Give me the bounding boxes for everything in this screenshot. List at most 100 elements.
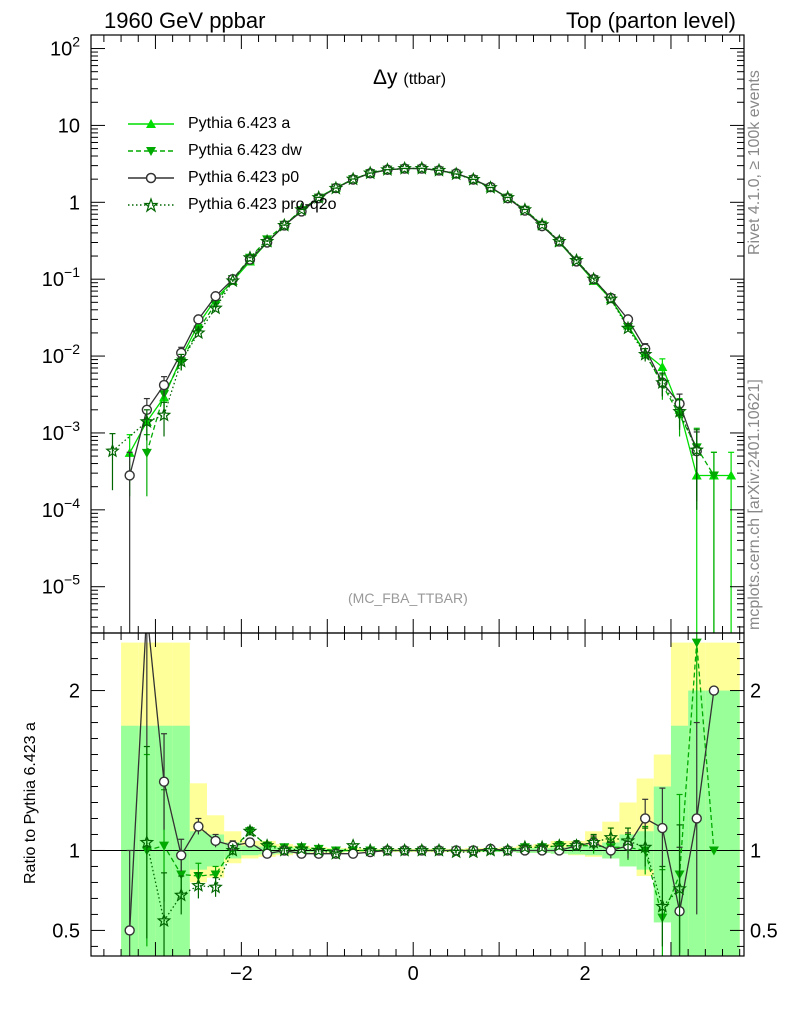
ratio-data-point — [242, 823, 258, 838]
header-right: Top (parton level) — [566, 8, 736, 33]
main-data-point — [173, 353, 189, 368]
ratio-data-point — [708, 685, 720, 696]
legend-line-pythia-proq2o — [128, 197, 174, 213]
legend-item-pythia-p0: Pythia 6.423 p0 — [126, 167, 426, 194]
ratio-data-point — [483, 842, 498, 857]
main-data-point — [141, 448, 152, 458]
ratio-data-point — [637, 839, 653, 854]
ratio-data-point — [534, 839, 550, 854]
main-series-group — [141, 164, 719, 633]
ratio-data-point — [655, 898, 670, 913]
ratio-data-point — [552, 838, 567, 852]
ratio-data-point — [605, 845, 617, 856]
ratio-data-point — [586, 834, 601, 849]
main-data-point — [210, 299, 221, 309]
ratio-frame — [90, 632, 745, 957]
ratio-data-point — [225, 842, 241, 857]
ratio-data-point — [639, 813, 651, 824]
analysis-watermark: (MC_FBA_TTBAR) — [348, 590, 468, 606]
ratio-data-point — [176, 870, 187, 880]
main-data-point — [345, 171, 361, 186]
ratio-data-point — [244, 837, 256, 848]
main-y-tick-label: 10−3 — [42, 418, 80, 445]
main-data-point — [158, 379, 170, 391]
ratio-data-point — [431, 842, 447, 857]
ratio-data-point — [603, 830, 619, 844]
observable-main: Δy — [373, 66, 398, 89]
main-data-point — [225, 273, 241, 288]
ratio-data-point — [311, 842, 326, 857]
ratio-data-point — [173, 887, 189, 902]
legend-line-pythia-p0 — [128, 172, 174, 184]
main-data-point — [466, 171, 481, 186]
ratio-data-point — [124, 925, 135, 936]
main-y-tick-label: 10−4 — [42, 495, 80, 522]
ratio-y-tick-label: 2 — [69, 681, 80, 703]
main-data-point — [517, 202, 533, 216]
legend-item-pythia-a: Pythia 6.423 a — [126, 113, 426, 140]
main-y-tick-label: 10−1 — [42, 264, 80, 291]
ratio-data-point — [397, 842, 412, 857]
main-data-point — [637, 346, 653, 361]
ratio-data-point — [691, 638, 702, 648]
main-data-point — [242, 250, 258, 264]
main-data-point — [210, 291, 221, 302]
ratio-data-point — [708, 846, 719, 856]
main-y-tick-label: 10−5 — [42, 572, 80, 599]
ratio-series-group — [141, 633, 719, 956]
x-tick-label: −2 — [230, 963, 253, 985]
ratio-data-point — [139, 834, 155, 849]
ratio-y-tick-label: 1 — [69, 840, 80, 862]
legend: Pythia 6.423 a Pythia 6.423 dw Pythia 6.… — [126, 113, 426, 221]
ratio-data-point — [448, 844, 464, 859]
ratio-data-point — [259, 838, 275, 852]
main-data-point — [689, 442, 704, 457]
main-data-point — [726, 470, 737, 480]
ratio-data-point — [657, 822, 668, 834]
main-data-point — [655, 375, 670, 389]
legend-item-pythia-proq2o: Pythia 6.423 pro-q2o — [126, 194, 426, 221]
main-data-point — [328, 180, 344, 195]
ratio-series-group — [124, 606, 720, 956]
x-tick-label: 2 — [579, 963, 590, 985]
main-data-point — [208, 300, 223, 315]
ratio-data-point — [328, 846, 344, 860]
main-series-group — [124, 163, 702, 633]
ratio-data-point — [159, 841, 170, 851]
main-y-tick-label: 1 — [69, 192, 80, 214]
ratio-data-point — [156, 913, 172, 928]
main-y-tick-label: 10−2 — [42, 341, 80, 368]
main-data-point — [380, 162, 395, 176]
ratio-data-point — [362, 842, 378, 857]
legend-line-pythia-dw — [128, 147, 174, 156]
main-data-point — [431, 162, 447, 177]
main-data-point — [397, 160, 412, 175]
main-data-point — [414, 160, 430, 175]
legend-label: Pythia 6.423 pro-q2o — [188, 196, 337, 213]
main-series-group — [105, 160, 704, 510]
main-data-point — [191, 325, 206, 340]
ratio-data-point — [294, 841, 309, 856]
observable-title: Δy (ttbar) — [373, 66, 446, 90]
main-data-point — [139, 414, 155, 428]
ratio-data-point — [142, 606, 151, 615]
ratio-data-point — [380, 842, 395, 857]
main-data-point — [586, 271, 601, 286]
ratio-data-point — [277, 842, 292, 857]
ratio-series-group — [139, 745, 687, 956]
main-data-point — [620, 320, 636, 335]
main-data-point — [657, 362, 668, 372]
main-data-point — [277, 217, 292, 232]
ratio-data-point — [208, 879, 223, 894]
ratio-y-tick-label-right: 1 — [750, 840, 761, 862]
legend-line-pythia-a — [128, 119, 174, 128]
legend-label: Pythia 6.423 p0 — [188, 169, 300, 186]
main-series-line — [112, 167, 698, 452]
main-data-point — [193, 314, 204, 325]
ratio-data-point — [191, 877, 206, 892]
ratio-data-point — [414, 842, 430, 857]
ratio-data-point — [210, 835, 221, 847]
ratio-data-point — [261, 848, 273, 859]
legend-label: Pythia 6.423 a — [188, 115, 291, 132]
ratio-data-point — [517, 839, 533, 854]
